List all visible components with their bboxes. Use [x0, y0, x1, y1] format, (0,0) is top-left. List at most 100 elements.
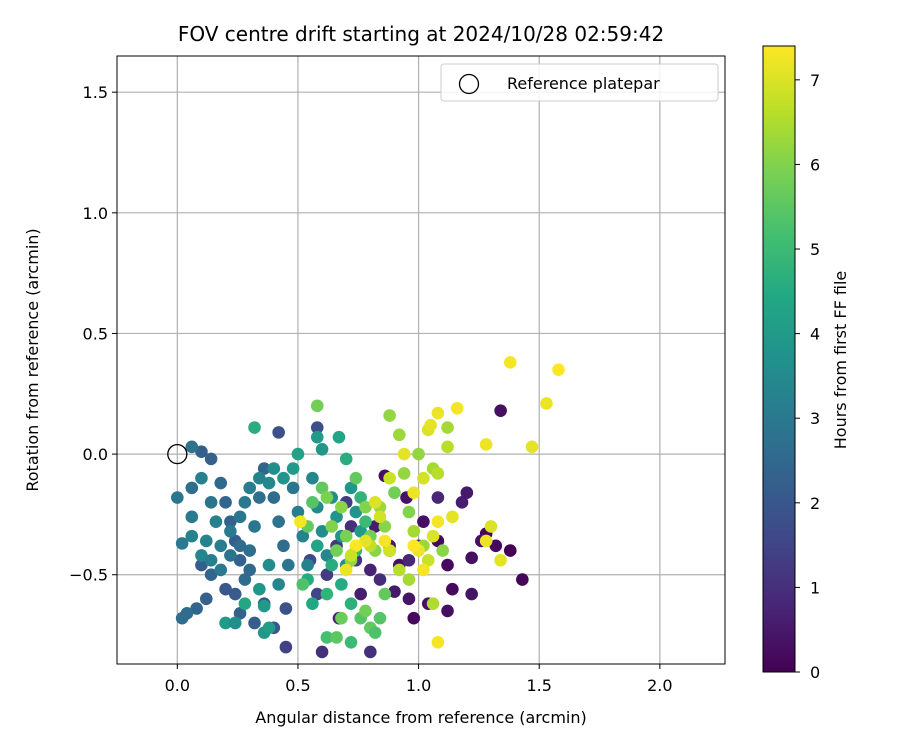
colorbar-tick-label: 6: [810, 155, 820, 174]
data-point: [243, 563, 256, 577]
data-point: [175, 537, 189, 550]
data-point: [441, 421, 454, 434]
data-point: [540, 397, 553, 410]
data-point: [349, 539, 363, 553]
data-point: [402, 592, 416, 606]
y-axis-ticks: −0.5 0.0 0.5 1.0 1.5: [69, 83, 117, 585]
data-point: [402, 505, 416, 519]
data-point: [233, 539, 247, 553]
data-point: [228, 587, 242, 601]
data-point: [294, 515, 307, 528]
data-point: [286, 481, 300, 495]
data-point: [248, 616, 261, 630]
data-point: [426, 597, 440, 610]
data-point: [378, 534, 392, 548]
data-point: [359, 604, 372, 618]
y-tick-label: −0.5: [69, 566, 108, 585]
data-point: [175, 611, 189, 625]
x-tick-label: 1.5: [526, 676, 551, 695]
legend-entry-label: Reference platepar: [507, 74, 660, 93]
data-point: [417, 471, 430, 485]
x-axis-ticks: 0.0 0.5 1.0 1.5 2.0: [165, 664, 673, 695]
data-point: [359, 534, 372, 548]
data-point: [344, 481, 358, 495]
colorbar-tick-label: 1: [810, 578, 820, 597]
data-point: [431, 467, 445, 480]
data-point: [320, 631, 334, 644]
data-point: [301, 558, 314, 572]
data-point: [503, 356, 517, 369]
data-point: [373, 611, 387, 625]
data-point: [238, 597, 252, 610]
colorbar: [762, 45, 796, 673]
data-point: [364, 645, 377, 659]
data-point: [407, 611, 421, 625]
data-point: [344, 597, 358, 610]
data-point: [503, 544, 517, 557]
data-point: [344, 635, 358, 649]
data-point: [291, 447, 305, 461]
data-point: [209, 515, 223, 528]
data-point: [383, 409, 396, 422]
data-point: [238, 573, 252, 586]
data-point: [272, 515, 285, 528]
legend: Reference platepar: [440, 63, 719, 102]
data-points: [171, 356, 565, 659]
data-point: [431, 406, 445, 420]
data-point: [277, 539, 290, 553]
data-point: [397, 447, 411, 461]
data-point: [489, 539, 503, 553]
colorbar-label: Hours from first FF file: [831, 271, 850, 450]
data-point: [446, 510, 459, 524]
data-point: [195, 445, 208, 458]
data-point: [339, 563, 353, 577]
data-point: [354, 491, 367, 504]
data-point: [306, 471, 319, 485]
data-point: [214, 563, 228, 577]
data-point: [315, 525, 329, 538]
data-point: [296, 578, 310, 591]
data-point: [185, 529, 199, 543]
data-point: [383, 544, 396, 557]
data-point: [407, 486, 421, 499]
data-point: [359, 500, 372, 514]
data-point: [359, 515, 372, 528]
data-point: [204, 568, 218, 582]
data-point: [421, 553, 435, 567]
colorbar-tick-label: 5: [810, 240, 820, 259]
data-point: [315, 481, 329, 495]
data-point: [330, 510, 343, 524]
data-point: [460, 486, 474, 499]
data-point: [279, 602, 293, 615]
data-point: [257, 462, 271, 475]
data-point: [335, 578, 348, 591]
data-point: [424, 418, 437, 432]
data-point: [267, 491, 281, 504]
colorbar-tick-label: 2: [810, 494, 820, 513]
data-point: [214, 539, 228, 553]
data-point: [392, 428, 406, 442]
data-point: [397, 467, 411, 480]
data-point: [233, 607, 247, 620]
data-point: [219, 496, 232, 509]
data-point: [465, 551, 478, 565]
data-point: [224, 525, 237, 538]
data-point: [332, 430, 346, 444]
data-point: [344, 520, 358, 533]
data-point: [349, 471, 363, 485]
data-point: [279, 640, 293, 654]
data-point: [441, 558, 454, 572]
y-tick-label: 0.5: [83, 324, 108, 343]
y-tick-label: 0.0: [83, 445, 108, 464]
data-point: [417, 515, 430, 528]
data-point: [243, 481, 256, 495]
data-point: [257, 599, 271, 613]
data-point: [465, 587, 478, 601]
y-tick-label: 1.5: [83, 83, 108, 102]
data-point: [219, 582, 232, 596]
data-point: [436, 544, 450, 557]
data-point: [253, 471, 266, 485]
data-point: [315, 645, 329, 659]
data-point: [296, 529, 310, 543]
